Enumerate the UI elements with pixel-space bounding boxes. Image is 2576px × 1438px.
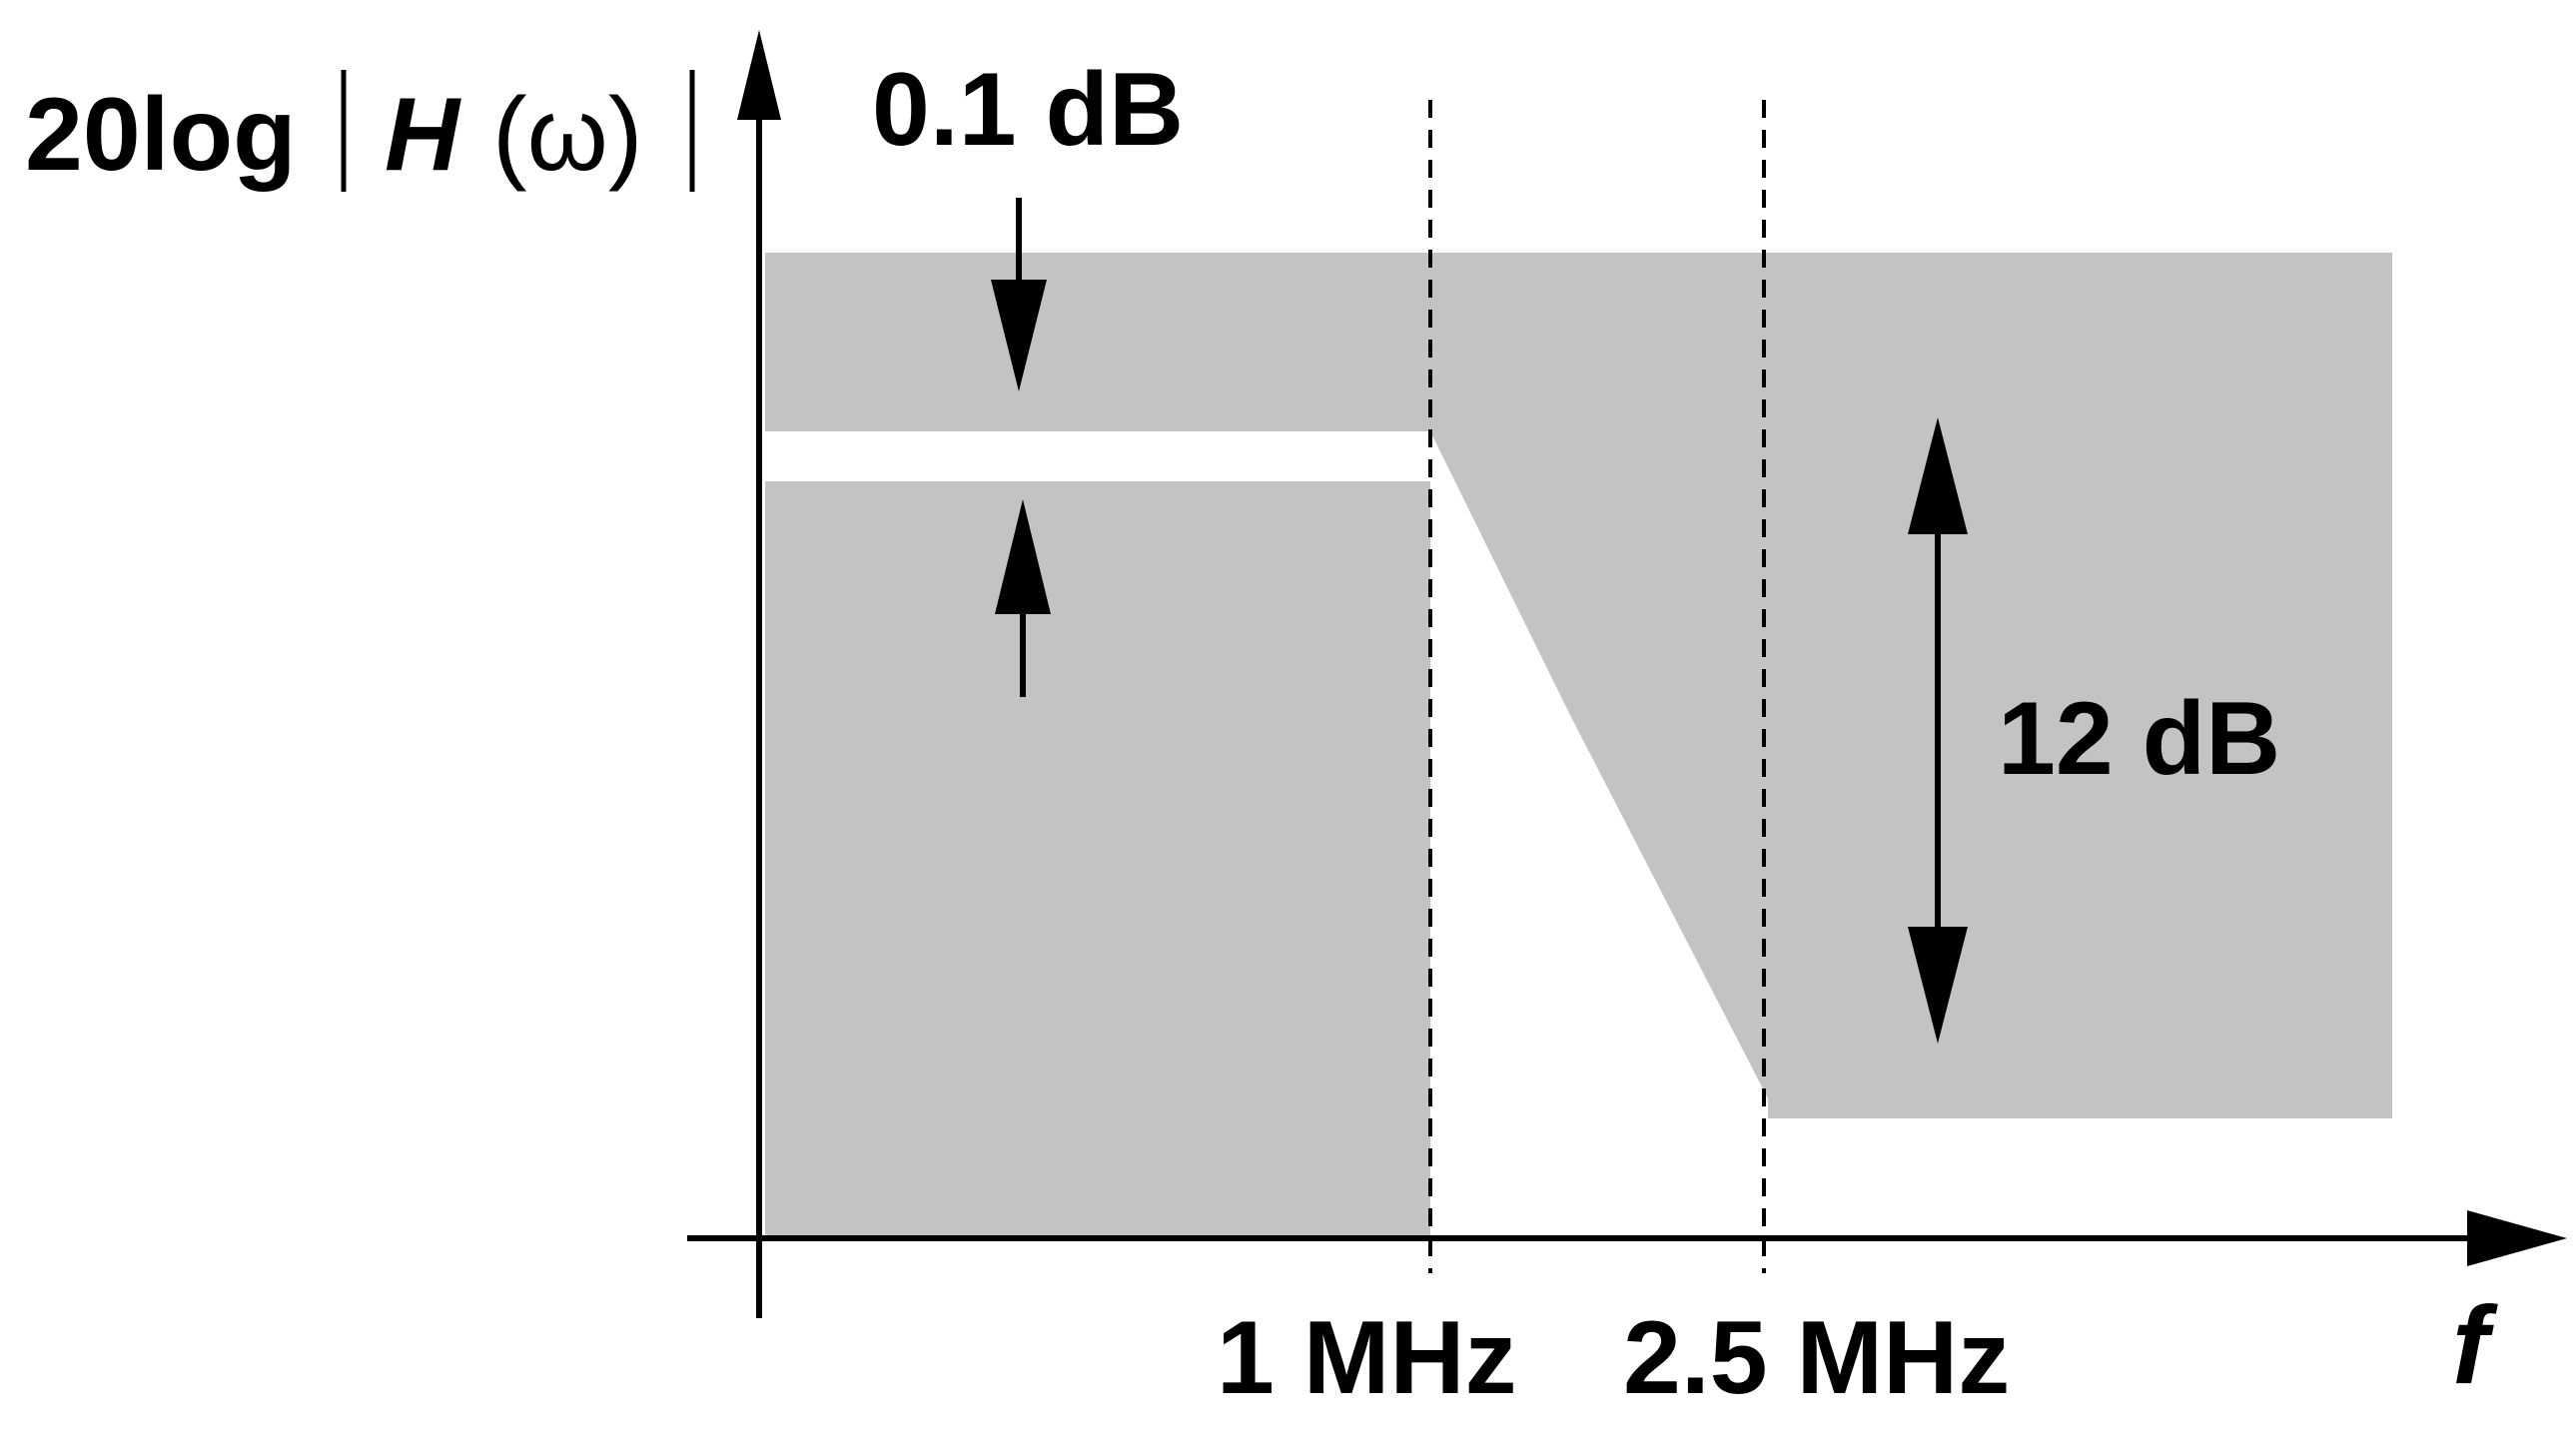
attenuation-arrow-down-icon xyxy=(1908,927,1968,1044)
stopband-attenuation-label: 12 dB xyxy=(1998,681,2280,797)
transition-band-allowed xyxy=(1430,431,1768,1236)
y-axis-label-prefix: 20log xyxy=(25,77,297,193)
passband-edge-label: 1 MHz xyxy=(1217,1300,1516,1416)
attenuation-arrow-up-icon xyxy=(1908,417,1968,534)
x-axis-arrowhead-icon xyxy=(2467,1210,2567,1266)
y-axis-arrowhead-icon xyxy=(737,30,781,120)
lower-forbidden-region xyxy=(765,481,1430,1236)
passband-allowed-strip xyxy=(765,431,1430,481)
upper-forbidden-region xyxy=(765,253,2392,1118)
y-axis-label-argument: (ω) xyxy=(492,77,642,193)
x-axis-label: f xyxy=(2452,1284,2498,1407)
ripple-arrow-down-icon xyxy=(991,280,1047,391)
y-axis-label-function: H xyxy=(385,77,461,193)
passband-ripple-label: 0.1 dB xyxy=(872,52,1184,168)
stopband-edge-label: 2.5 MHz xyxy=(1623,1300,2010,1416)
ripple-arrow-up-icon xyxy=(995,499,1051,614)
